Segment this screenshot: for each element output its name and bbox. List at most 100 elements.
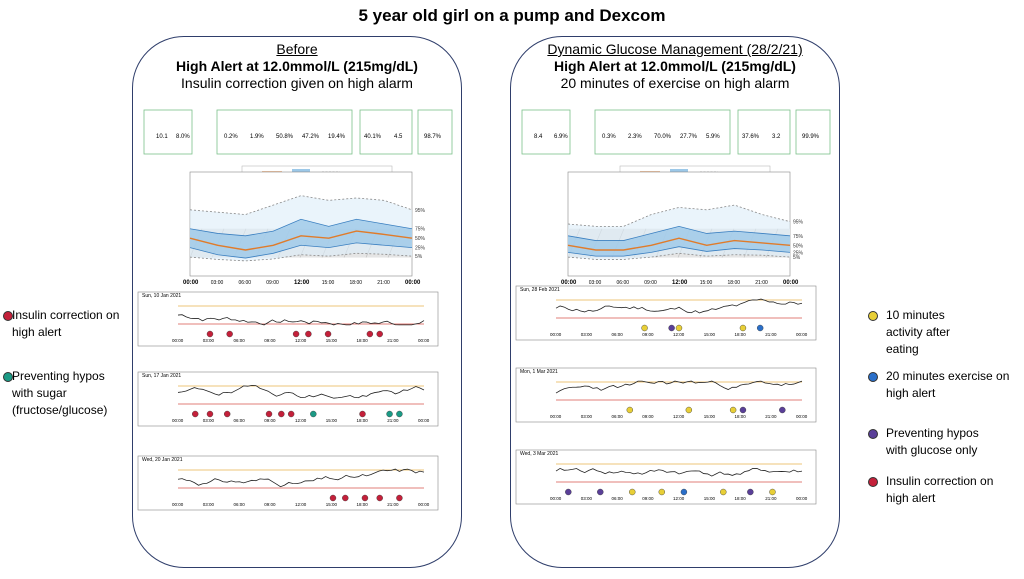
daily-chart-date: Sun, 17 Jan 2021 (142, 373, 181, 379)
daily-x-tick: 09:00 (642, 496, 654, 501)
event-marker (359, 410, 366, 418)
agp-line-median (567, 237, 791, 251)
daily-x-tick: 00:00 (796, 414, 808, 419)
event-marker (565, 488, 572, 496)
daily-x-tick: 06:00 (612, 332, 624, 337)
agp-percentile-label: 75% (415, 227, 426, 233)
daily-x-tick: 03:00 (203, 418, 215, 423)
agp-x-tick: 00:00 (783, 280, 799, 286)
daily-x-tick: 12:00 (295, 418, 307, 423)
event-marker (386, 410, 393, 418)
daily-x-tick: 06:00 (234, 338, 246, 343)
daily-x-tick: 18:00 (357, 418, 369, 423)
daily-x-tick: 03:00 (203, 502, 215, 507)
agp-x-tick: 09:00 (266, 280, 279, 286)
event-marker (292, 330, 300, 338)
event-marker (226, 330, 233, 338)
event-marker (265, 410, 273, 418)
daily-x-tick: 21:00 (387, 418, 399, 423)
range-value: 0.3% (602, 134, 616, 140)
event-marker (675, 324, 683, 332)
daily-chart-date: Wed, 3 Mar 2021 (520, 451, 558, 457)
legend-dot-insulin (3, 311, 13, 321)
event-marker (629, 488, 636, 496)
range-value: 50.8% (276, 134, 294, 140)
dgm-charts: 8.4 6.9% 0.3% 2.3% 70.0% 27.7% 5.9% 37.6% 3.2 99.… (515, 109, 831, 505)
event-marker (747, 488, 754, 496)
legend-dot-insulin (868, 477, 878, 487)
event-marker (376, 494, 383, 502)
agp-percentile-label: 95% (793, 220, 804, 226)
event-marker (597, 488, 604, 496)
event-marker (658, 488, 665, 496)
daily-x-tick: 06:00 (234, 418, 246, 423)
daily-x-tick: 21:00 (387, 502, 399, 507)
agp-percentile-label: 50% (415, 236, 426, 242)
agp-x-tick: 18:00 (728, 280, 741, 286)
event-marker (396, 410, 403, 418)
event-marker (739, 324, 747, 332)
agp-line-25 (189, 242, 413, 259)
daily-x-tick: 18:00 (735, 332, 747, 337)
legend-text: Insulin correction on high alert (12, 308, 120, 339)
daily-x-tick: 18:00 (357, 338, 369, 343)
dgm-action-text: 20 minutes of exercise on high alarm (560, 75, 790, 91)
agp-x-tick: 00:00 (405, 280, 421, 286)
before-heading: Before (276, 41, 318, 57)
agp-line-75 (567, 225, 791, 241)
event-marker (287, 410, 295, 418)
agp-line-5 (567, 252, 791, 260)
agp-percentile-label: 75% (793, 234, 804, 240)
event-marker (668, 324, 675, 332)
daily-x-tick: 06:00 (234, 502, 246, 507)
daily-x-tick: 21:00 (765, 414, 777, 419)
stats-box-ranges (594, 109, 731, 155)
agp-x-tick: 09:00 (644, 280, 657, 286)
daily-x-tick: 00:00 (418, 338, 430, 343)
stats-box-variability (737, 109, 791, 155)
daily-x-tick: 09:00 (642, 414, 654, 419)
stats-box-average (143, 109, 193, 155)
agp-x-tick: 12:00 (672, 280, 688, 286)
range-value: 2.3% (628, 134, 642, 140)
daily-x-tick: 03:00 (581, 496, 593, 501)
agp-x-tick: 15:00 (700, 280, 713, 286)
agp-x-tick: 12:00 (294, 280, 310, 286)
agp-x-tick: 21:00 (755, 280, 768, 286)
before-charts: 10.1 8.0% 0.2% 1.9% 50.8% 47.2% 19.4% 40.1% 4.5 9… (137, 109, 453, 511)
daily-chart-date: Wed, 20 Jan 2021 (142, 457, 183, 463)
event-marker (206, 330, 214, 338)
daily-x-tick: 09:00 (642, 332, 654, 337)
daily-chart-frame (137, 291, 439, 347)
daily-x-tick: 00:00 (172, 418, 184, 423)
daily-x-tick: 00:00 (796, 332, 808, 337)
daily-chart-date: Sun, 28 Feb 2021 (520, 287, 560, 293)
daily-chart-frame (515, 285, 817, 341)
event-marker (729, 406, 737, 414)
stats-box-cgm-active (795, 109, 831, 155)
glucose-trace (177, 314, 425, 326)
daily-x-tick: 09:00 (264, 418, 276, 423)
event-marker (361, 494, 369, 502)
event-marker (720, 488, 727, 496)
agp-band-25-75 (568, 226, 790, 257)
daily-x-tick: 12:00 (295, 502, 307, 507)
daily-x-tick: 18:00 (735, 496, 747, 501)
before-action-text: Insulin correction given on high alarm (181, 75, 413, 91)
daily-x-tick: 15:00 (704, 496, 716, 501)
gmi-value: 8.0% (176, 134, 190, 140)
event-marker (739, 406, 747, 414)
agp-line-95 (189, 195, 413, 215)
avg-glucose-value: 8.4 (534, 134, 543, 140)
event-marker (305, 330, 312, 338)
daily-x-tick: 00:00 (550, 332, 562, 337)
daily-x-tick: 00:00 (796, 496, 808, 501)
agp-x-tick: 06:00 (617, 280, 630, 286)
daily-x-tick: 03:00 (581, 414, 593, 419)
agp-x-tick: 00:00 (561, 280, 577, 286)
daily-x-tick: 15:00 (326, 502, 338, 507)
daily-x-tick: 21:00 (387, 338, 399, 343)
glucose-trace (555, 380, 803, 394)
agp-x-tick: 03:00 (589, 280, 602, 286)
daily-x-tick: 12:00 (673, 414, 685, 419)
